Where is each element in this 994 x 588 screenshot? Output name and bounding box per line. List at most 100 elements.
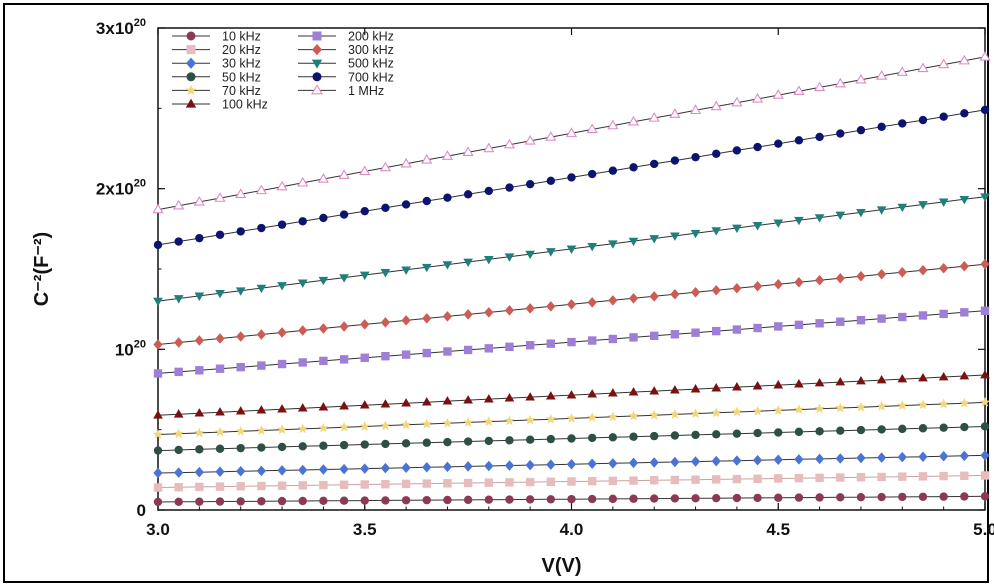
data-point: [546, 339, 556, 348]
data-point: [235, 425, 246, 436]
y-tick-label: 0: [137, 501, 146, 520]
data-point: [298, 496, 307, 506]
data-point: [897, 203, 908, 213]
data-point: [256, 425, 267, 435]
data-point: [753, 142, 762, 152]
data-point: [400, 157, 412, 168]
data-point: [649, 386, 660, 395]
data-point: [236, 227, 245, 236]
data-point: [939, 112, 948, 121]
data-point: [256, 284, 267, 294]
data-point: [629, 432, 638, 441]
data-point: [339, 463, 349, 475]
data-point: [546, 176, 556, 185]
data-point: [443, 495, 452, 505]
data-point: [711, 455, 721, 467]
data-point: [505, 342, 514, 352]
data-point: [525, 179, 535, 189]
data-point: [856, 492, 866, 502]
data-point: [959, 371, 970, 380]
data-point: [918, 115, 928, 125]
data-point: [462, 146, 474, 157]
data-point: [483, 256, 494, 265]
data-point: [752, 454, 763, 466]
x-tick-label: 4.0: [560, 520, 584, 539]
data-point: [339, 440, 349, 450]
data-point: [546, 495, 556, 504]
legend-label: 300 kHz: [348, 43, 394, 57]
data-point: [257, 443, 266, 452]
data-point: [505, 436, 514, 445]
data-point: [670, 431, 680, 440]
data-point: [236, 362, 245, 372]
legend-marker: [312, 43, 322, 56]
data-point: [587, 297, 597, 308]
legend-marker: [186, 45, 196, 55]
data-point: [567, 494, 576, 504]
data-point: [814, 81, 826, 92]
legend-label: 30 kHz: [222, 57, 261, 71]
data-point: [194, 408, 205, 417]
data-point: [773, 219, 784, 228]
data-point: [856, 315, 866, 325]
data-point: [546, 434, 556, 444]
data-point: [918, 311, 928, 320]
x-tick-label: 3.0: [146, 520, 170, 539]
data-point: [298, 442, 307, 451]
data-point: [897, 451, 907, 463]
data-point: [567, 173, 576, 182]
data-point: [256, 329, 266, 340]
data-point: [153, 297, 163, 307]
series-100-khz: [153, 370, 990, 419]
data-point: [525, 392, 535, 401]
legend-label: 50 kHz: [222, 70, 261, 84]
data-point: [277, 442, 287, 452]
data-point: [856, 125, 866, 135]
data-point: [669, 108, 681, 118]
data-point: [484, 307, 494, 318]
data-point: [401, 496, 411, 505]
data-point: [690, 384, 701, 393]
data-point: [298, 464, 308, 476]
data-point: [153, 446, 163, 455]
x-tick-label: 5.0: [973, 520, 994, 539]
data-point: [298, 217, 307, 226]
x-tick-label: 4.5: [766, 520, 790, 539]
data-point: [297, 176, 309, 187]
data-point: [525, 435, 535, 444]
data-point: [380, 462, 391, 474]
data-point: [339, 321, 349, 332]
data-point: [215, 333, 225, 344]
legend-marker: [186, 57, 196, 69]
data-point: [443, 479, 452, 488]
data-point: [173, 428, 184, 439]
data-point: [938, 372, 949, 381]
data-point: [298, 358, 307, 367]
data-point: [814, 453, 825, 465]
data-point: [753, 323, 762, 333]
data-point: [690, 456, 701, 467]
data-point: [793, 85, 805, 95]
data-point: [256, 405, 267, 414]
data-point: [712, 149, 721, 159]
data-point: [753, 474, 762, 483]
data-point: [505, 495, 514, 504]
legend-marker: [311, 59, 323, 69]
data-point: [877, 122, 886, 132]
data-point: [463, 478, 473, 488]
data-point: [587, 242, 598, 252]
data-point: [194, 335, 204, 346]
data-point: [360, 319, 370, 330]
data-point: [401, 479, 411, 489]
data-point: [256, 465, 266, 477]
data-point: [360, 206, 369, 216]
data-point: [505, 478, 514, 487]
legend-marker: [186, 72, 196, 82]
data-point: [319, 356, 328, 366]
legend-label: 70 kHz: [222, 84, 261, 98]
data-point: [959, 397, 970, 408]
data-point: [649, 235, 660, 244]
data-point: [670, 289, 680, 300]
data-point: [257, 223, 266, 233]
data-point: [979, 396, 991, 407]
